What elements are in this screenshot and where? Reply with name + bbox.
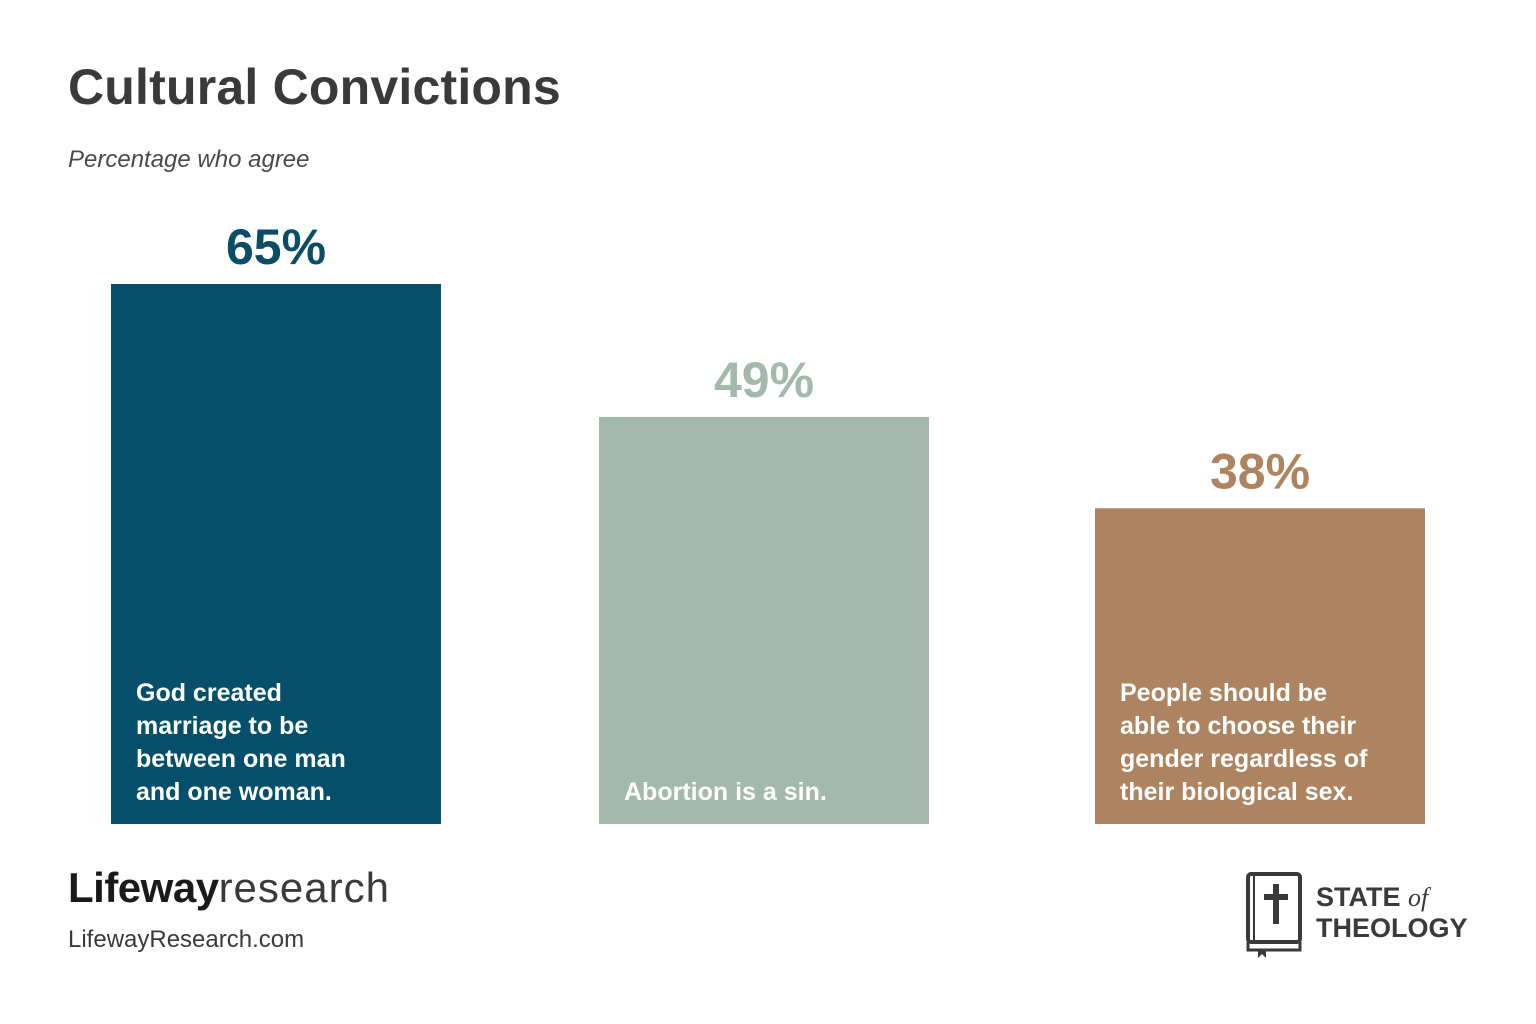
logo-of: of [1408, 883, 1429, 912]
category-label-3: People should be able to choose their gend… [1120, 679, 1368, 806]
bar-3 [1095, 508, 1425, 824]
category-label-line: People should be [1120, 679, 1327, 707]
value-label-1: 65% [226, 219, 326, 275]
category-label-line: and one woman. [136, 778, 332, 806]
bar-2 [599, 416, 929, 824]
category-label-line: between one man [136, 745, 346, 773]
category-label-line: able to choose their [1120, 712, 1356, 740]
value-label-3: 38% [1210, 443, 1310, 499]
category-label-line: Abortion is a sin. [624, 778, 827, 806]
lifeway-research-logo: Lifewayresearch [68, 864, 390, 912]
category-label-1: God created marriage to be between one man… [136, 679, 346, 806]
brand-name-bold: Lifeway [68, 864, 219, 911]
bible-icon [1246, 872, 1302, 958]
brand-name-light: research [218, 864, 390, 911]
category-label-line: marriage to be [136, 712, 308, 740]
bar-1 [111, 284, 441, 824]
category-label-line: God created [136, 679, 282, 707]
value-label-2: 49% [714, 352, 814, 408]
logo-state: STATE [1316, 882, 1401, 912]
logo-theology: THEOLOGY [1316, 913, 1468, 943]
category-label-line: their biological sex. [1120, 778, 1353, 806]
category-label-line: gender regardless of [1120, 745, 1368, 773]
website-url: LifewayResearch.com [68, 926, 305, 953]
state-of-theology-logo: STATE of THEOLOGY [1244, 870, 1474, 960]
category-label-2: Abortion is a sin. [624, 778, 827, 806]
chart-subtitle: Percentage who agree [68, 146, 310, 173]
chart-title: Cultural Convictions [68, 59, 561, 115]
logo-wordmark: STATE of THEOLOGY [1316, 882, 1468, 943]
